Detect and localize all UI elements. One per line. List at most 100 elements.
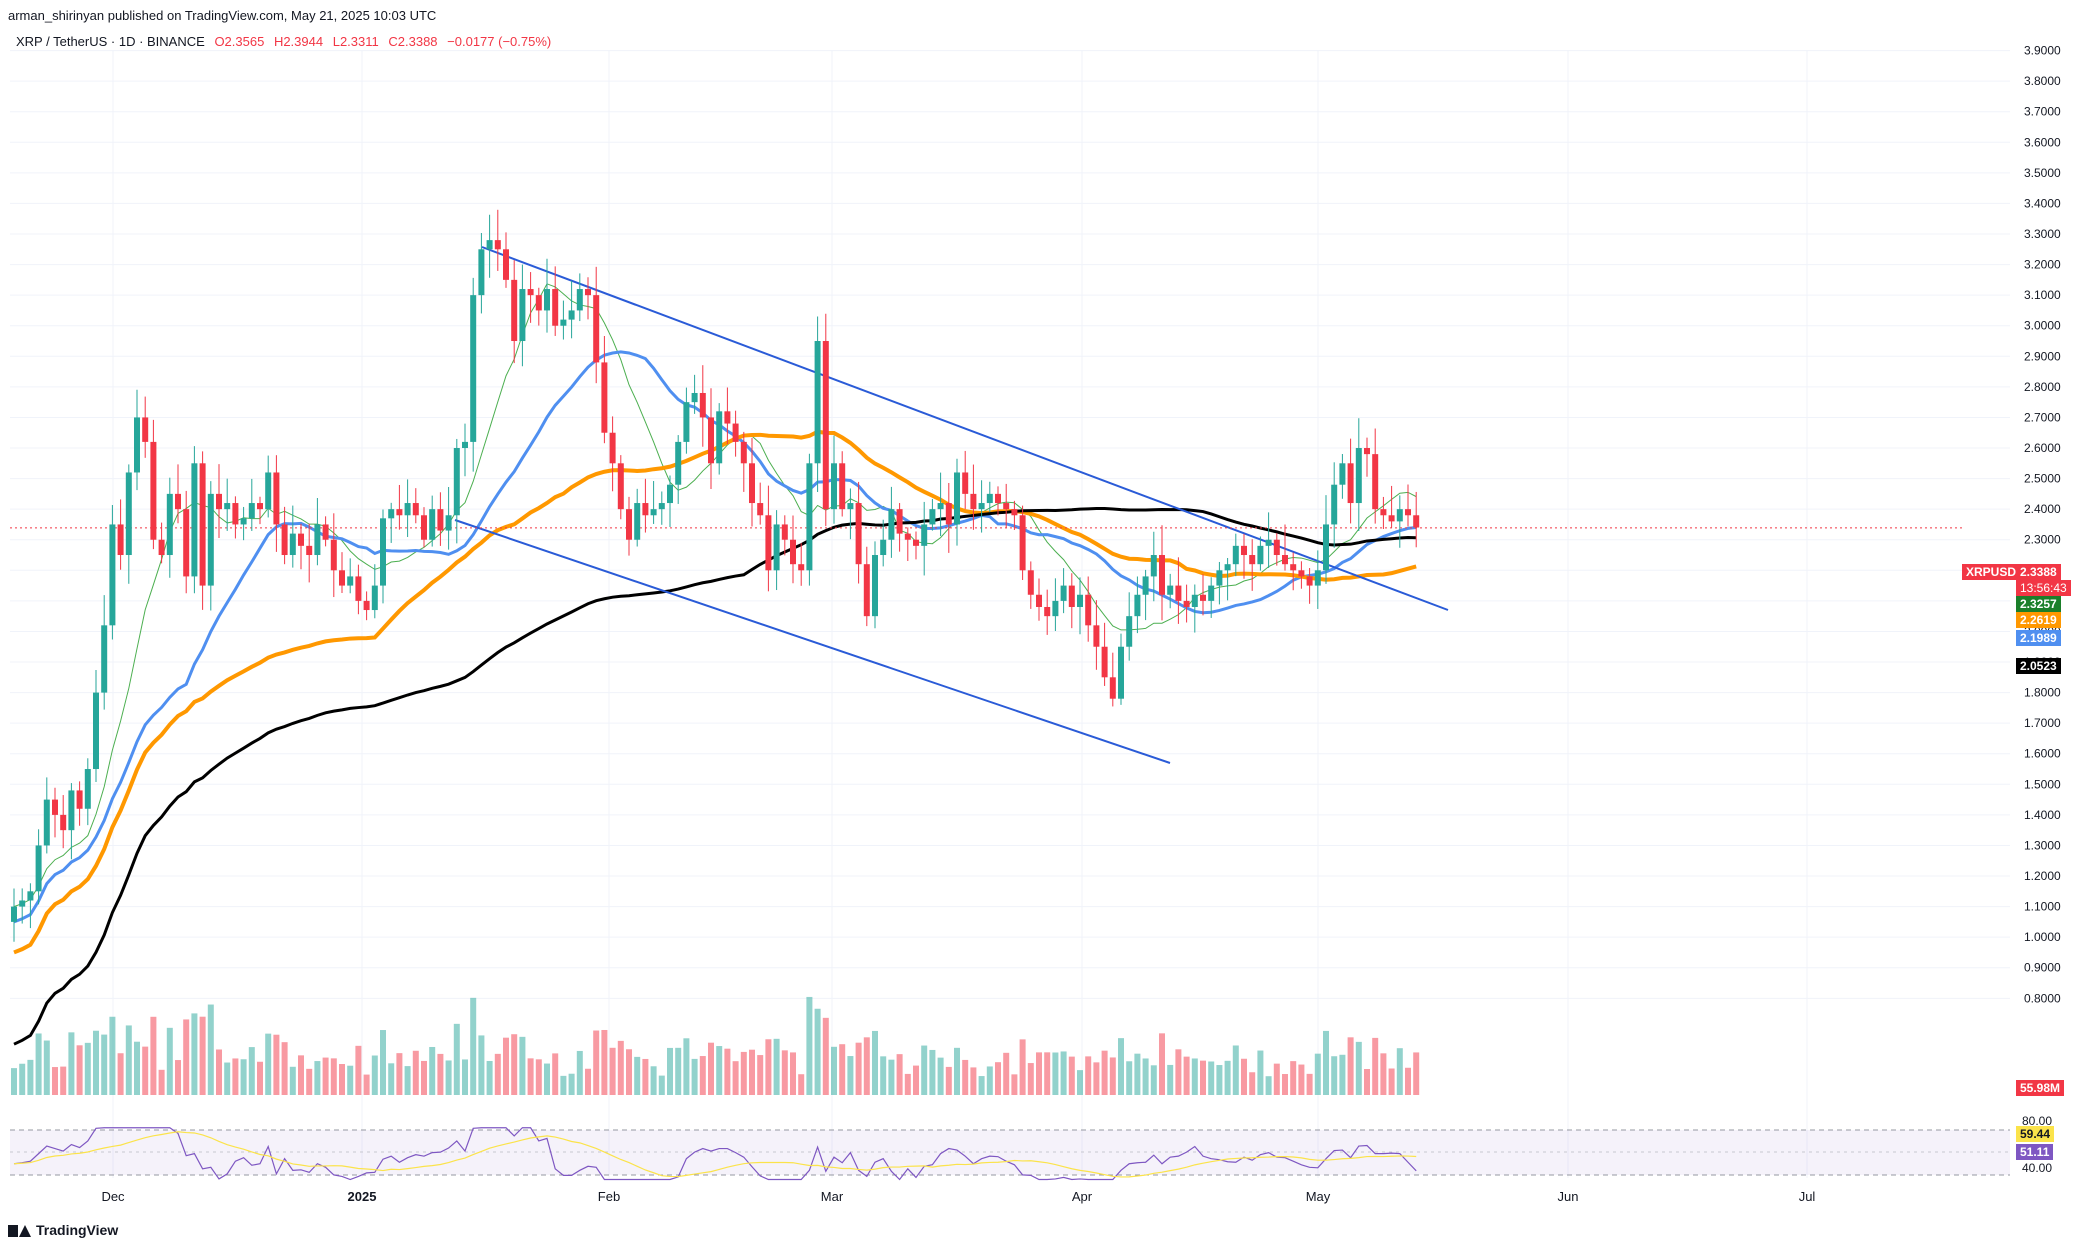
volume-bar — [757, 1055, 764, 1095]
candle-body — [101, 625, 108, 693]
volume-bar — [683, 1038, 690, 1095]
volume-bar — [1241, 1058, 1247, 1095]
volume-bar — [470, 997, 477, 1095]
candle-body — [1183, 600, 1190, 607]
candle-body — [699, 392, 706, 418]
candle-body — [1249, 555, 1256, 565]
volume-bar — [921, 1045, 928, 1095]
candle-body — [683, 402, 690, 442]
volume-bar — [1298, 1064, 1305, 1095]
y-tick-label: 2.6000 — [2024, 441, 2061, 455]
candle-body — [396, 509, 403, 516]
candle-body — [642, 503, 649, 516]
candle-body — [52, 799, 58, 815]
trend-lines[interactable] — [10, 246, 1962, 764]
candle-body — [757, 503, 764, 516]
volume-bar — [847, 1056, 854, 1095]
candle-body — [765, 515, 772, 571]
candle-body — [749, 463, 755, 504]
candle-body — [585, 289, 591, 296]
candle-body — [265, 472, 272, 510]
y-tick-label: 1.7000 — [2024, 716, 2061, 730]
volume-bar — [421, 1060, 427, 1095]
volume-bar — [954, 1047, 960, 1095]
y-tick-label: 1.2000 — [2024, 869, 2061, 883]
candle-body — [1052, 600, 1059, 617]
candle-body — [76, 790, 83, 809]
volume-bar — [339, 1064, 345, 1095]
volume-bar — [790, 1052, 796, 1095]
symbol-label[interactable]: XRP / TetherUS · 1D · BINANCE — [16, 34, 205, 49]
volume-bar — [1331, 1056, 1338, 1095]
tradingview-logo-icon — [8, 1223, 31, 1237]
candle-body — [650, 509, 657, 516]
candle-body — [306, 545, 313, 556]
candle-body — [35, 845, 42, 892]
volume-bar — [708, 1042, 714, 1095]
candle-body — [1396, 509, 1403, 522]
volume-bar — [183, 1019, 190, 1095]
candle-body — [142, 417, 149, 442]
volume-bar — [945, 1066, 952, 1095]
volume-bar — [1175, 1049, 1182, 1095]
candle-body — [1314, 570, 1321, 586]
tradingview-brand[interactable]: TradingView — [8, 1222, 118, 1238]
candle-body — [1036, 594, 1042, 607]
candle-body — [1167, 585, 1174, 595]
volume-bar — [1126, 1061, 1133, 1095]
volume-bar — [732, 1061, 739, 1095]
volume-bar — [831, 1046, 837, 1095]
candle-body — [814, 341, 821, 464]
price-axis[interactable]: 3.9000 3.8000 3.7000 3.6000 3.5000 3.4000 3.30… — [2024, 44, 2061, 1006]
volume-bar — [380, 1030, 386, 1095]
volume-bar — [675, 1047, 682, 1095]
volume-bar — [150, 1016, 157, 1095]
candle-body — [872, 555, 878, 617]
volume-bar — [1265, 1076, 1272, 1095]
volume-bar — [93, 1030, 99, 1095]
candle-body — [453, 448, 460, 516]
candle-body — [1364, 448, 1370, 455]
candle-body — [150, 441, 157, 540]
ma50-badge: 2.1989 — [2016, 630, 2061, 646]
volume-bar — [240, 1059, 247, 1095]
volume-bar — [1068, 1056, 1075, 1095]
time-axis[interactable]: Dec 2025 Feb Mar Apr May Jun Jul — [101, 1189, 1815, 1204]
volume-bar — [371, 1055, 378, 1095]
y-tick-label: 3.5000 — [2024, 166, 2061, 180]
volume-bar — [888, 1059, 895, 1095]
candle-body — [1085, 594, 1092, 626]
candle-body — [388, 509, 395, 519]
volume-bar — [1339, 1054, 1346, 1095]
ma20-badge: 2.3257 — [2016, 596, 2061, 612]
candle-body — [708, 417, 714, 464]
volume-bar — [1167, 1064, 1174, 1095]
candle-body — [199, 463, 206, 586]
volume-bar — [248, 1047, 255, 1095]
volume-bar — [486, 1060, 493, 1095]
candle-body — [511, 279, 518, 342]
candle-body — [1339, 463, 1346, 485]
symbol-badge: XRPUSDT — [1962, 564, 2023, 580]
candle-body — [1208, 585, 1215, 601]
y-tick-label: 2.9000 — [2024, 349, 2061, 363]
volume-bar — [216, 1049, 222, 1095]
volume-bar — [175, 1060, 181, 1095]
volume-bar — [1405, 1067, 1411, 1095]
volume-bar — [560, 1075, 567, 1095]
x-tick-label: Apr — [1072, 1189, 1093, 1204]
volume-bar — [593, 1030, 600, 1095]
volume-bar — [691, 1058, 698, 1095]
volume-bar — [1101, 1050, 1108, 1095]
candle-body — [371, 585, 378, 611]
candle-body — [904, 533, 911, 540]
candle-body — [68, 790, 75, 831]
volume-bar — [1257, 1050, 1264, 1095]
volume-bar — [634, 1056, 641, 1095]
volume-bar — [749, 1049, 755, 1095]
volume-bar — [19, 1063, 26, 1095]
volume-bar — [724, 1048, 731, 1095]
candle-body — [60, 814, 67, 831]
candle-body — [421, 515, 427, 540]
